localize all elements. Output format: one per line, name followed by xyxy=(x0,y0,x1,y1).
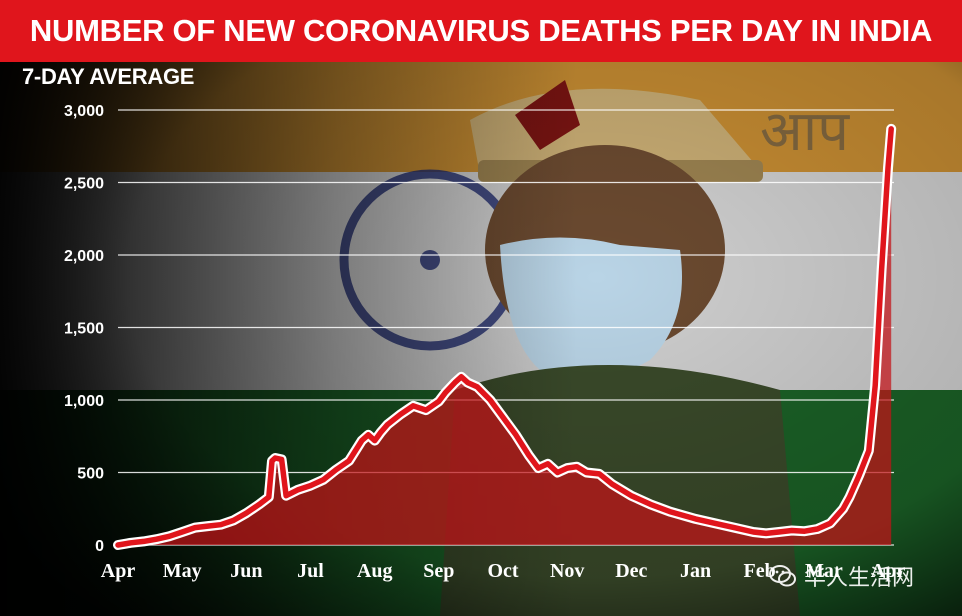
x-tick-label: Jun xyxy=(230,560,262,582)
y-tick-label: 2,000 xyxy=(64,248,104,265)
y-tick-label: 1,000 xyxy=(64,393,104,410)
deaths-line xyxy=(115,126,894,548)
x-tick-label: Aug xyxy=(357,560,393,582)
x-tick-label: Oct xyxy=(487,560,518,582)
chart-subtitle: 7-DAY AVERAGE xyxy=(22,64,195,89)
x-tick-label: Apr xyxy=(101,560,136,582)
y-tick-label: 1,500 xyxy=(64,321,104,338)
wechat-icon xyxy=(769,565,796,587)
chart-title: NUMBER OF NEW CORONAVIRUS DEATHS PER DAY… xyxy=(29,13,933,48)
watermark: 华人生活网 xyxy=(768,560,914,592)
x-tick-label: May xyxy=(163,560,202,582)
y-tick-label: 0 xyxy=(95,538,104,555)
y-tick-label: 2,500 xyxy=(64,176,104,193)
x-tick-label: Jan xyxy=(680,560,711,582)
x-tick-label: Apr xyxy=(871,560,906,582)
x-tick-label: Jul xyxy=(297,560,324,582)
y-tick-label: 500 xyxy=(77,466,104,483)
x-tick-label: Mar xyxy=(805,560,843,582)
y-tick-label: 3,000 xyxy=(64,103,104,120)
x-tick-label: Sep xyxy=(423,560,454,582)
x-tick-label: Feb xyxy=(744,560,776,582)
watermark-text: 华人生活网 xyxy=(804,566,915,591)
x-tick-label: Nov xyxy=(550,560,584,582)
deaths-area xyxy=(118,128,892,545)
x-tick-label: Dec xyxy=(615,560,647,582)
title-banner: NUMBER OF NEW CORONAVIRUS DEATHS PER DAY… xyxy=(0,0,962,62)
